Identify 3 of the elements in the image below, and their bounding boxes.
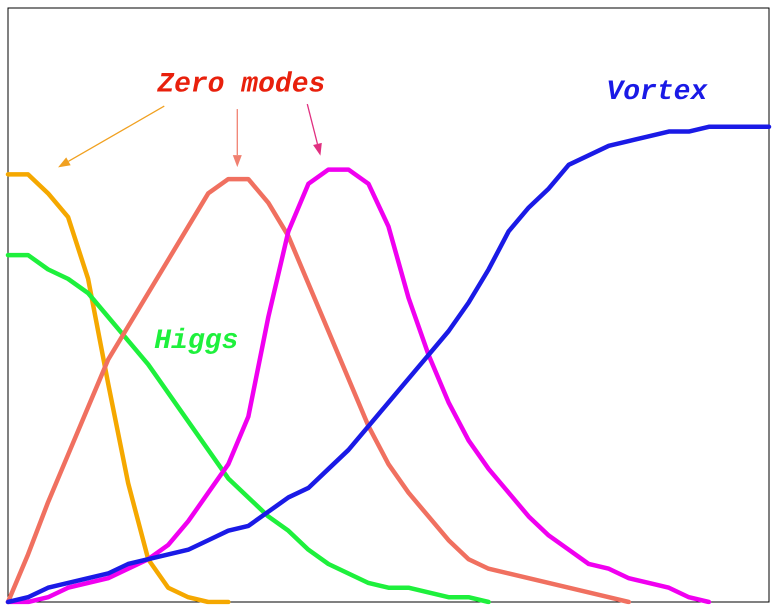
series-label: Vortex xyxy=(606,76,708,108)
series-label: Higgs xyxy=(154,326,238,357)
text: Zero modes xyxy=(156,70,326,101)
